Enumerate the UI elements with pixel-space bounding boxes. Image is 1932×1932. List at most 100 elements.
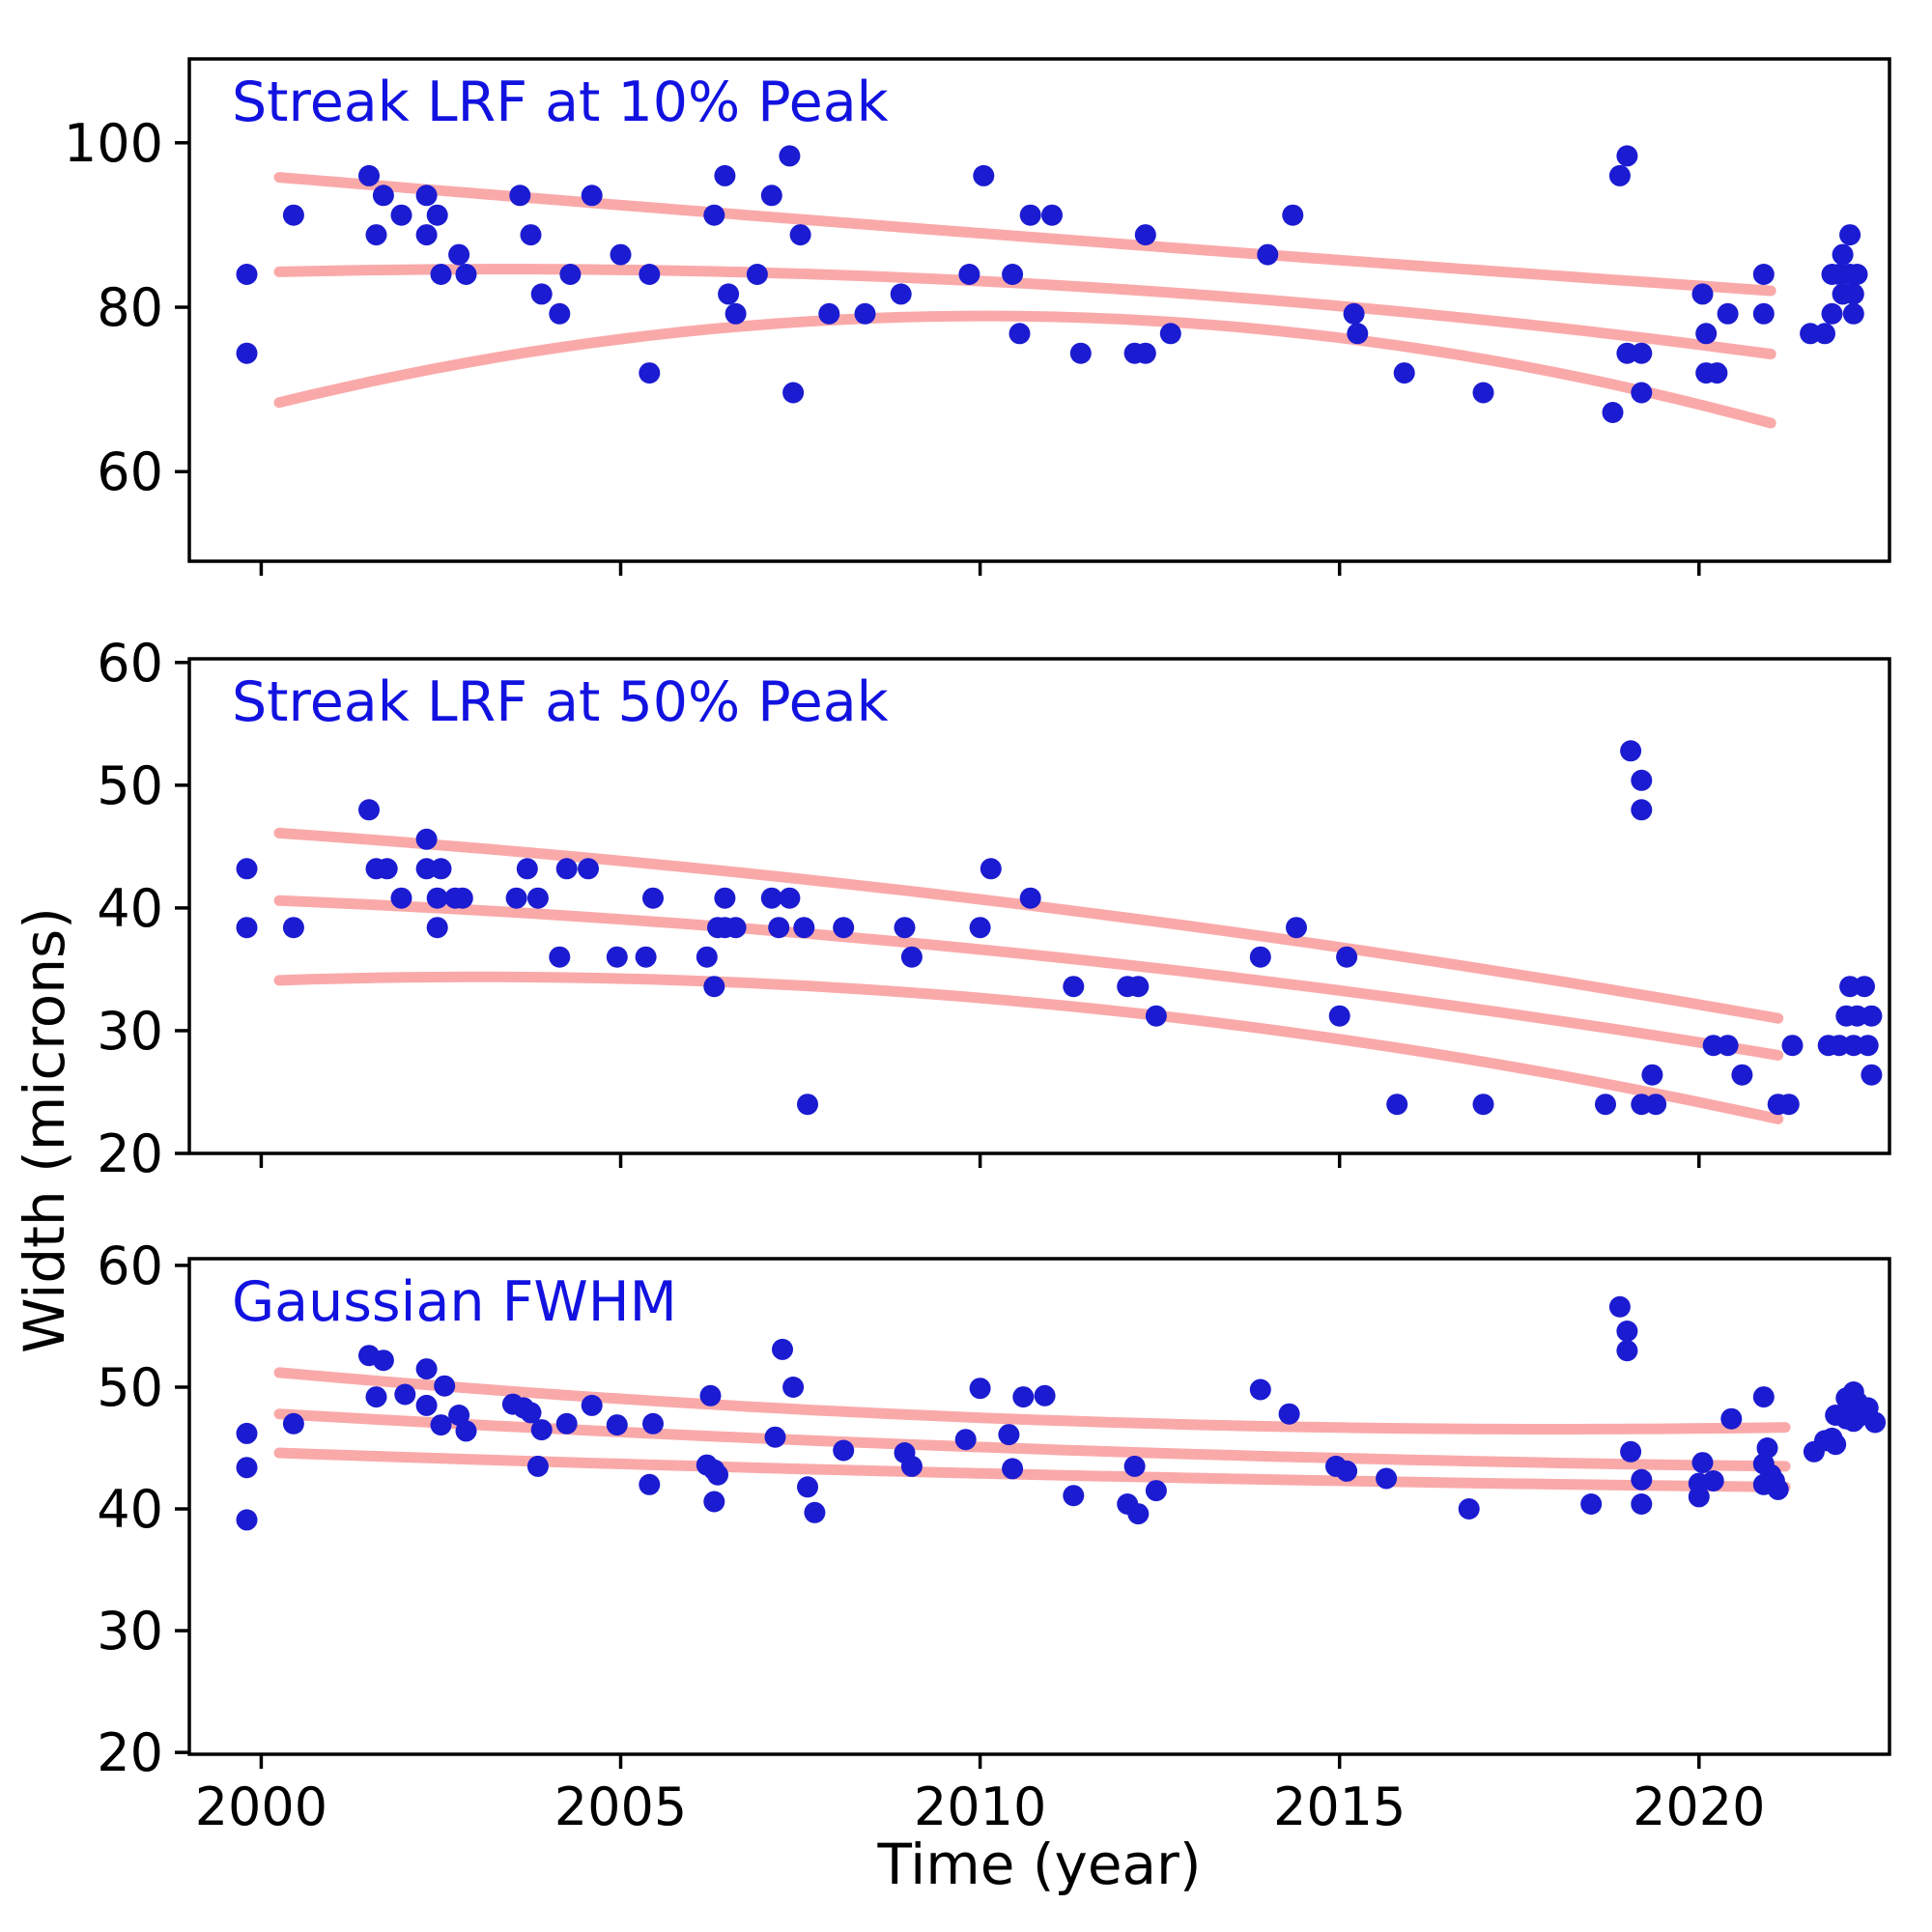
data-point xyxy=(1631,1493,1653,1515)
data-point xyxy=(376,858,398,880)
data-point xyxy=(779,145,801,167)
data-point xyxy=(1641,1064,1663,1086)
data-point xyxy=(1781,1035,1804,1057)
data-point xyxy=(969,1378,991,1400)
data-point xyxy=(358,799,380,821)
data-point xyxy=(1580,1493,1603,1515)
data-point xyxy=(635,946,657,968)
data-point xyxy=(1706,362,1728,384)
data-point xyxy=(1249,946,1271,968)
data-point xyxy=(804,1501,826,1523)
axes-spines xyxy=(187,1257,1891,1756)
y-tick-label: 100 xyxy=(64,113,163,174)
data-point xyxy=(1336,946,1358,968)
data-point xyxy=(415,224,438,246)
data-point xyxy=(1063,976,1085,998)
y-tick-label: 80 xyxy=(97,277,163,338)
data-point xyxy=(236,1509,258,1531)
data-point xyxy=(390,887,412,909)
data-point xyxy=(505,887,527,909)
data-point xyxy=(1842,283,1864,305)
data-point xyxy=(1861,1005,1883,1027)
data-point xyxy=(526,887,549,909)
data-point xyxy=(718,283,740,305)
data-point xyxy=(282,1412,304,1435)
data-point xyxy=(1620,740,1642,762)
data-point xyxy=(1386,1094,1408,1116)
data-point xyxy=(1347,323,1369,345)
data-point xyxy=(900,946,923,968)
data-point xyxy=(426,887,448,909)
data-point xyxy=(1620,1440,1642,1463)
data-point xyxy=(1864,1411,1887,1434)
data-point xyxy=(768,917,790,939)
data-point xyxy=(1857,1035,1879,1057)
data-point xyxy=(236,1457,258,1479)
data-point xyxy=(1825,1434,1847,1456)
data-point xyxy=(642,887,664,909)
data-point xyxy=(639,1473,661,1495)
data-point xyxy=(434,1375,456,1397)
data-point xyxy=(372,185,394,207)
y-tick-label: 20 xyxy=(97,1722,163,1783)
data-point xyxy=(415,185,438,207)
data-point xyxy=(372,1350,394,1372)
data-point xyxy=(639,362,661,384)
data-point xyxy=(365,224,387,246)
data-point xyxy=(415,828,438,850)
data-point xyxy=(954,1429,977,1451)
data-point xyxy=(549,302,571,325)
data-point xyxy=(1472,382,1494,404)
x-axis-label: Time (year) xyxy=(876,1832,1201,1897)
axes-spines xyxy=(187,57,1891,563)
data-point xyxy=(1145,1005,1167,1027)
data-point xyxy=(1814,323,1835,345)
data-point xyxy=(703,976,725,998)
data-point xyxy=(1286,917,1307,939)
data-point xyxy=(448,1405,470,1426)
y-tick-label: 30 xyxy=(97,1001,163,1062)
data-point xyxy=(1009,323,1031,345)
data-point xyxy=(526,1455,549,1477)
x-tick-label: 2020 xyxy=(1633,1776,1765,1837)
y-tick-label: 40 xyxy=(97,1479,163,1540)
data-point xyxy=(969,917,991,939)
data-point xyxy=(1134,342,1156,364)
data-point xyxy=(1002,264,1024,285)
data-point xyxy=(958,264,980,285)
data-point xyxy=(1249,1378,1271,1401)
data-point xyxy=(714,164,736,186)
data-point xyxy=(448,243,470,266)
data-point xyxy=(1616,145,1638,167)
data-point xyxy=(1752,302,1775,325)
data-point xyxy=(900,1455,923,1477)
data-point xyxy=(236,342,258,364)
y-tick-label: 50 xyxy=(97,755,163,816)
scatter-points xyxy=(236,145,1868,423)
fit-curve-central-fit xyxy=(273,264,1776,359)
fit-curve-lower-bound-fit xyxy=(273,971,1784,1124)
data-point xyxy=(1821,302,1843,325)
data-point xyxy=(703,1491,725,1513)
data-point xyxy=(430,858,452,880)
data-point xyxy=(455,264,477,285)
data-point xyxy=(549,946,571,968)
data-point xyxy=(818,302,840,325)
data-point xyxy=(581,1394,603,1416)
data-point xyxy=(1134,224,1156,246)
data-point xyxy=(1842,302,1864,325)
data-point xyxy=(1616,1321,1638,1342)
data-point xyxy=(520,224,542,246)
y-tick-label: 40 xyxy=(97,878,163,939)
data-point xyxy=(426,917,448,939)
data-point xyxy=(430,264,452,285)
data-point xyxy=(1127,976,1150,998)
scatter-points xyxy=(236,740,1883,1116)
axes-spines xyxy=(187,657,1891,1155)
y-tick-label: 60 xyxy=(97,1236,163,1296)
data-point xyxy=(1631,1468,1653,1491)
data-point xyxy=(1458,1498,1480,1520)
data-point xyxy=(760,185,782,207)
data-point xyxy=(555,858,578,880)
